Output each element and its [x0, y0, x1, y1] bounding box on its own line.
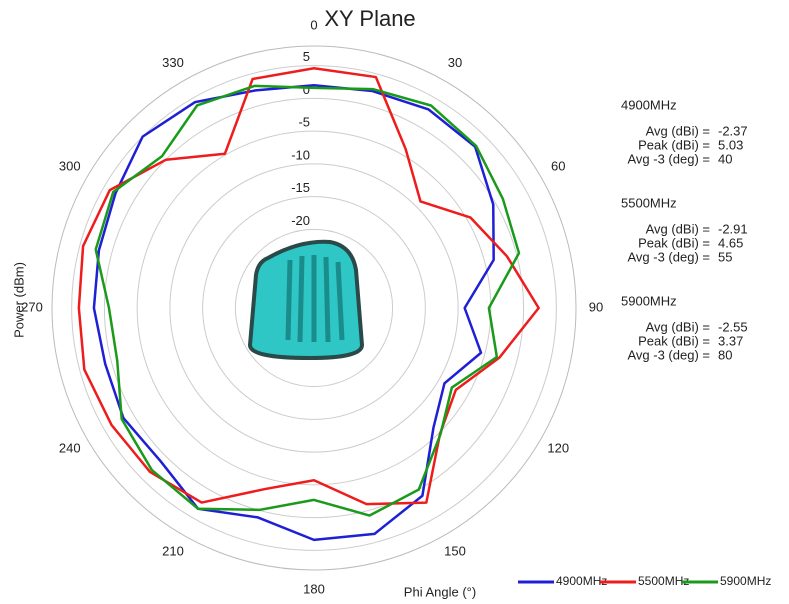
stats-label: Avg -3 (deg) = [627, 151, 710, 166]
r-tick-label: 0 [303, 82, 310, 97]
stats-label: Avg -3 (deg) = [627, 347, 710, 362]
grid-ring [234, 228, 394, 388]
stats-label: Peak (dBi) = [638, 235, 710, 250]
stats-label: Avg (dBi) = [646, 221, 710, 236]
series-line [94, 84, 521, 517]
antenna-icon [247, 239, 365, 361]
grid-ring [169, 163, 459, 453]
series-line [77, 67, 540, 506]
theta-tick-label: 330 [162, 55, 184, 70]
stats-heading: 5900MHz [621, 293, 677, 308]
theta-tick-label: 240 [59, 440, 81, 455]
r-tick-label: -20 [291, 213, 310, 228]
grid-ring [103, 97, 525, 519]
theta-tick-label: 150 [444, 544, 466, 559]
theta-tick-label: 300 [59, 158, 81, 173]
theta-tick-label: 120 [547, 440, 569, 455]
outer-ring [51, 45, 577, 571]
series-line [92, 84, 495, 542]
theta-tick-label: 90 [589, 299, 603, 314]
stats-label: Avg -3 (deg) = [627, 249, 710, 264]
stats-value: 3.37 [718, 333, 743, 348]
theta-tick-label: 0 [310, 17, 317, 32]
stats-value: 40 [718, 151, 732, 166]
stats-value: -2.37 [718, 123, 748, 138]
legend-label: 5500MHz [638, 574, 689, 588]
stats-heading: 5500MHz [621, 195, 677, 210]
stats-value: 55 [718, 249, 732, 264]
stats-label: Avg (dBi) = [646, 123, 710, 138]
stats-value: 4.65 [718, 235, 743, 250]
stats-value: -2.55 [718, 319, 748, 334]
legend-label: 5900MHz [720, 574, 771, 588]
grid-ring [71, 65, 557, 551]
theta-axis-label: Phi Angle (°) [404, 584, 476, 599]
theta-tick-label: 180 [303, 581, 325, 596]
stats-heading: 4900MHz [621, 97, 677, 112]
theta-tick-label: 270 [21, 299, 43, 314]
stats-value: -2.91 [718, 221, 748, 236]
r-tick-label: -5 [298, 115, 310, 130]
r-tick-label: 5 [303, 49, 310, 64]
theta-tick-label: 60 [551, 158, 565, 173]
grid-ring [202, 196, 426, 420]
stats-label: Peak (dBi) = [638, 333, 710, 348]
r-axis-label: Power (dBm) [11, 262, 26, 338]
theta-tick-label: 210 [162, 544, 184, 559]
grid-ring [136, 130, 492, 486]
stats-value: 80 [718, 347, 732, 362]
chart-title: XY Plane [324, 6, 415, 31]
legend-label: 4900MHz [556, 574, 607, 588]
stats-label: Avg (dBi) = [646, 319, 710, 334]
r-tick-label: -15 [291, 180, 310, 195]
stats-label: Peak (dBi) = [638, 137, 710, 152]
stats-value: 5.03 [718, 137, 743, 152]
r-tick-label: -10 [291, 147, 310, 162]
theta-tick-label: 30 [448, 55, 462, 70]
